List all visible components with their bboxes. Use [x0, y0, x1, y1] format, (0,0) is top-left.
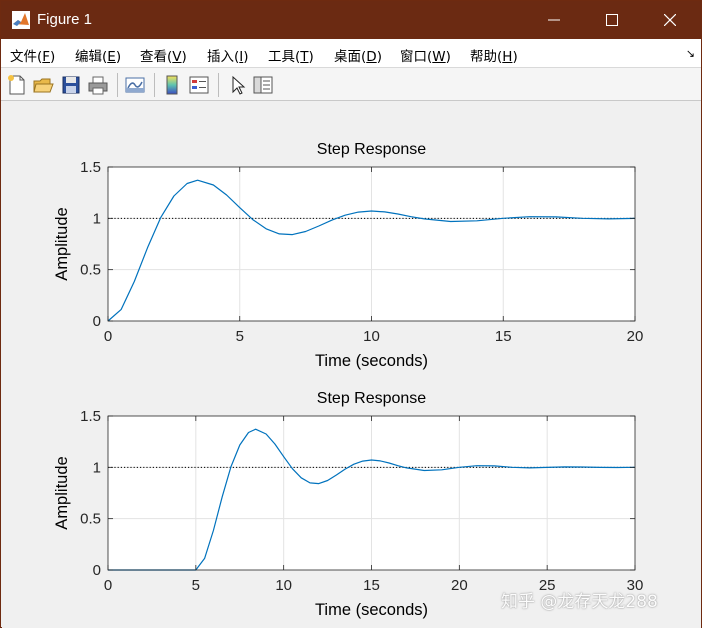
- plot1-y-tick-label: 0: [93, 313, 101, 330]
- plot2-x-tick-label: 0: [104, 577, 112, 594]
- window-title: Figure 1: [37, 11, 93, 28]
- new-figure-icon: [8, 75, 25, 95]
- menu-bar: 文件(F) 编辑(E) 查看(V) 插入(I) 工具(T) 桌面(D) 窗口(W…: [1, 39, 701, 67]
- insert-legend-button[interactable]: [188, 74, 210, 96]
- menu-desktop[interactable]: 桌面(D): [334, 49, 382, 65]
- menu-window[interactable]: 窗口(W): [400, 49, 451, 65]
- maximize-button[interactable]: [589, 1, 635, 39]
- maximize-icon: [606, 14, 618, 26]
- plot2-y-axis-label: Amplitude: [53, 456, 71, 529]
- insert-legend-icon: [189, 76, 209, 94]
- menu-overflow-icon[interactable]: ↘: [685, 48, 695, 60]
- insert-colorbar-icon: [166, 75, 178, 95]
- matlab-logo-icon: [12, 11, 30, 29]
- plot1-x-tick-label: 15: [495, 328, 512, 345]
- plot2-y-tick-label: 1: [93, 459, 101, 476]
- plot1-y-tick-label: 1.5: [80, 159, 101, 176]
- open-file-icon: [33, 78, 54, 93]
- property-inspector-button[interactable]: [252, 74, 274, 96]
- save-button[interactable]: [60, 74, 82, 96]
- plot2-y-tick-label: 1.5: [80, 408, 101, 425]
- plot1-x-tick-label: 5: [236, 328, 244, 345]
- plot1-x-tick-label: 10: [363, 328, 380, 345]
- toolbar: [1, 67, 701, 101]
- plot2-x-tick-label: 30: [627, 577, 644, 594]
- plot2-x-tick-label: 10: [275, 577, 292, 594]
- menu-help[interactable]: 帮助(H): [470, 49, 518, 65]
- plot1-y-axis-label: Amplitude: [53, 207, 71, 280]
- link-plot-icon: [125, 77, 145, 93]
- minimize-button[interactable]: [531, 1, 577, 39]
- toolbar-separator: [154, 73, 155, 97]
- plot1-step-response-line: [107, 179, 636, 322]
- pointer-icon: [232, 75, 246, 95]
- open-file-button[interactable]: [32, 74, 54, 96]
- menu-edit[interactable]: 编辑(E): [75, 49, 122, 65]
- new-figure-button[interactable]: [6, 74, 28, 96]
- menu-file[interactable]: 文件(F): [10, 49, 56, 65]
- figure-canvas[interactable]: 0 5 10 15 20 0 0.5 1 1.5 Step Response Time (secon…: [2, 102, 701, 628]
- minimize-icon: [548, 19, 560, 21]
- plot2-x-tick-label: 15: [363, 577, 380, 594]
- plot2-y-tick-label: 0: [93, 562, 101, 579]
- print-icon: [88, 76, 108, 95]
- plot2-step-response-line: [108, 428, 636, 571]
- plot2-y-tick-label: 0.5: [80, 511, 101, 528]
- link-plot-button[interactable]: [124, 74, 146, 96]
- insert-colorbar-button[interactable]: [161, 74, 183, 96]
- plot1-y-tick-label: 1: [93, 210, 101, 227]
- close-icon: [664, 14, 676, 26]
- print-button[interactable]: [87, 74, 109, 96]
- plot2-x-tick-label: 20: [451, 577, 468, 594]
- watermark-text: 知乎 @龙存天龙288: [501, 592, 658, 612]
- toolbar-separator: [218, 73, 219, 97]
- pointer-button[interactable]: [226, 74, 248, 96]
- plot1-x-tick-label: 20: [627, 328, 644, 345]
- plot2-x-axis-label: Time (seconds): [315, 601, 428, 619]
- plot1-x-axis-label: Time (seconds): [315, 352, 428, 370]
- toolbar-separator: [117, 73, 118, 97]
- plot1-y-tick-label: 0.5: [80, 262, 101, 279]
- title-bar[interactable]: Figure 1: [1, 1, 701, 39]
- property-inspector-icon: [253, 76, 273, 94]
- plot1-x-tick-label: 0: [104, 328, 112, 345]
- save-icon: [62, 76, 80, 94]
- menu-insert[interactable]: 插入(I): [207, 49, 249, 65]
- menu-tools[interactable]: 工具(T): [268, 49, 314, 65]
- plot2-chart-title: Step Response: [317, 390, 427, 407]
- plot1-chart-title: Step Response: [317, 141, 427, 158]
- close-button[interactable]: [647, 1, 693, 39]
- plot2-x-tick-label: 5: [192, 577, 200, 594]
- menu-view[interactable]: 查看(V): [140, 49, 187, 65]
- plot2-x-tick-label: 25: [539, 577, 556, 594]
